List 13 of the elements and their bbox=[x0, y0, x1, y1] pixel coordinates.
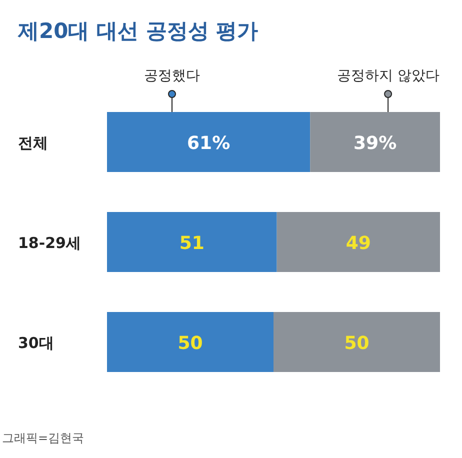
y-tick-label: 30대 bbox=[18, 334, 54, 352]
data-label: 50 bbox=[178, 333, 203, 354]
data-label: 49 bbox=[346, 233, 371, 254]
data-label: 51 bbox=[179, 233, 204, 254]
y-tick-label: 전체 bbox=[18, 134, 48, 152]
data-label: 61% bbox=[187, 133, 230, 154]
data-label: 39% bbox=[354, 133, 397, 154]
y-tick-label: 18-29세 bbox=[18, 234, 81, 252]
series-label: 공정했다 bbox=[144, 68, 200, 84]
text: 그래픽=김현국 bbox=[2, 431, 84, 445]
series-label: 공정하지 않았다 bbox=[336, 68, 440, 84]
data-label: 50 bbox=[344, 333, 370, 354]
chart-title: 제20대 대선 공정성 평가 bbox=[17, 19, 258, 43]
